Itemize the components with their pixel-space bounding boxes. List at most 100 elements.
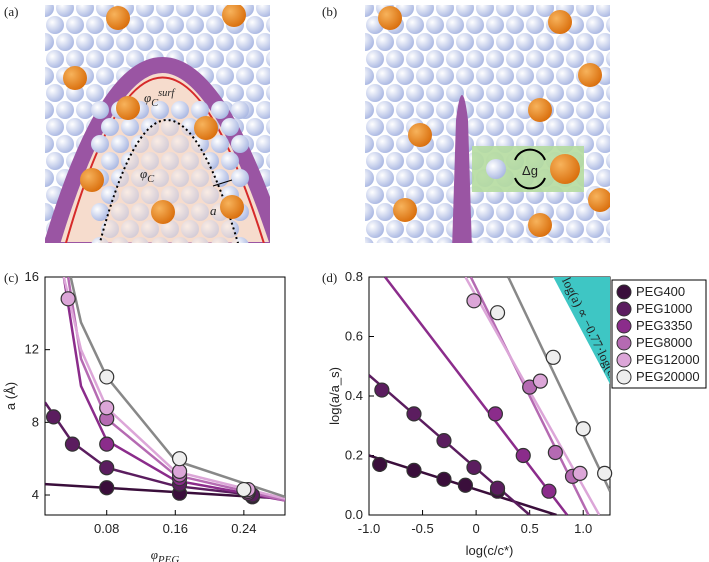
solvent-particle xyxy=(386,220,404,238)
y-tick-label: 16 xyxy=(25,269,39,284)
crowder xyxy=(393,198,417,222)
solvent-particle xyxy=(576,33,594,51)
fit-line xyxy=(62,277,285,500)
solvent-particle xyxy=(556,67,574,85)
protein-tip xyxy=(452,95,472,243)
solvent-particle xyxy=(45,5,54,17)
x-axis-label-subscript: PEG xyxy=(157,554,179,562)
crowder xyxy=(548,10,572,34)
data-point xyxy=(466,293,482,309)
data-point xyxy=(457,477,473,493)
solvent-particle xyxy=(396,237,414,243)
solvent-particle xyxy=(221,118,239,136)
x-tick-label: 0.08 xyxy=(94,521,119,536)
crowder xyxy=(151,200,175,224)
y-tick-label: 8 xyxy=(32,414,39,429)
solvent-particle xyxy=(365,33,374,51)
solvent-particle xyxy=(436,5,454,17)
solvent-particle xyxy=(506,50,524,68)
solvent-particle xyxy=(526,50,544,68)
legend-marker xyxy=(616,284,632,300)
solvent-particle xyxy=(376,169,394,187)
solvent-particle xyxy=(376,237,394,243)
plot-frame xyxy=(44,276,286,516)
solvent-particle xyxy=(516,237,534,243)
solvent-particle xyxy=(396,101,414,119)
solvent-particle xyxy=(606,51,610,67)
solvent-particle xyxy=(496,203,514,221)
solvent-particle xyxy=(486,84,504,102)
solvent-particle xyxy=(566,220,584,238)
solvent-particle xyxy=(156,33,174,51)
solvent-particle xyxy=(496,101,514,119)
panel-label: (b) xyxy=(322,4,337,19)
data-point xyxy=(466,459,482,475)
a-label: a xyxy=(210,203,217,218)
solvent-particle xyxy=(476,203,494,221)
solvent-particle xyxy=(246,84,264,102)
solvent-particle xyxy=(376,101,394,119)
legend-label: PEG400 xyxy=(636,284,685,299)
x-tick-label: 0.24 xyxy=(231,521,256,536)
solvent-particle xyxy=(546,84,564,102)
legend-label: PEG8000 xyxy=(636,335,692,350)
data-point xyxy=(171,463,188,479)
solvent-particle xyxy=(96,67,114,85)
a-arrow xyxy=(212,179,233,187)
solvent-particle xyxy=(56,135,74,153)
solvent-particle xyxy=(96,33,114,51)
data-point xyxy=(374,382,390,398)
crowder xyxy=(408,123,432,147)
solvent-particle xyxy=(236,33,254,51)
legend-label: PEG1000 xyxy=(636,301,692,316)
legend-label: PEG3350 xyxy=(636,318,692,333)
solvent-particle xyxy=(91,101,109,119)
solvent-particle xyxy=(266,153,270,169)
solvent-particle xyxy=(121,118,139,136)
data-point xyxy=(572,465,588,481)
solvent-particle xyxy=(266,17,270,33)
solvent-particle xyxy=(556,203,574,221)
solvent-particle xyxy=(256,101,270,119)
y-tick-label: 0.8 xyxy=(345,269,363,284)
solvent-particle xyxy=(76,33,94,51)
solvent-particle xyxy=(476,101,494,119)
solvent-particle xyxy=(436,237,454,243)
solvent-particle xyxy=(426,186,444,204)
solvent-particle xyxy=(365,101,374,119)
solvent-particle xyxy=(486,220,504,238)
solvent-particle xyxy=(136,33,154,51)
solvent-particle xyxy=(256,33,270,51)
solvent-particle xyxy=(86,16,104,34)
phi-label-symbol: φ xyxy=(140,166,147,181)
data-point xyxy=(547,444,563,461)
solvent-particle xyxy=(596,169,610,187)
phi-surf-label: φCsurf xyxy=(144,88,176,109)
y-axis-label: log(a/a_s) xyxy=(327,367,342,425)
solvent-particle xyxy=(506,84,524,102)
y-axis-label: a (Å) xyxy=(3,382,18,410)
data-point xyxy=(436,433,452,449)
solvent-particle xyxy=(596,5,610,17)
solvent-particle xyxy=(396,33,414,51)
data-point xyxy=(436,471,452,487)
y-tick-label: 0.2 xyxy=(345,448,363,463)
solvent-particle xyxy=(76,101,94,119)
solvent-particle xyxy=(101,118,119,136)
data-point xyxy=(236,481,252,498)
solvent-particle xyxy=(46,16,64,34)
solvent-particle xyxy=(256,67,270,85)
solvent-particle xyxy=(436,203,454,221)
x-tick-label: -0.5 xyxy=(411,521,433,536)
solvent-particle xyxy=(45,169,54,187)
solvent-particle xyxy=(556,33,574,51)
solvent-particle xyxy=(365,237,374,243)
solvent-particle xyxy=(196,33,214,51)
x-tick-label: 0.16 xyxy=(163,521,188,536)
solvent-particle xyxy=(546,50,564,68)
solvent-particle xyxy=(376,33,394,51)
solvent-particle xyxy=(126,16,144,34)
solvent-particle xyxy=(186,16,204,34)
crowder xyxy=(588,188,610,212)
